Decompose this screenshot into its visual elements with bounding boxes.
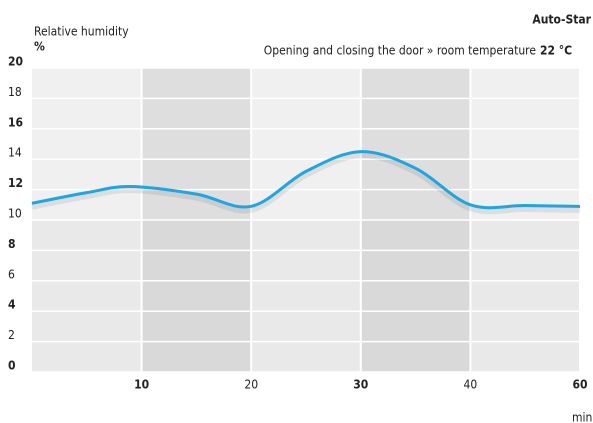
x-tick-label: 60 [572,378,587,392]
y-tick-label: 2 [8,328,15,342]
x-tick-label: 30 [353,378,368,392]
column-band-upper [470,68,580,220]
y-tick-label: 6 [8,267,15,281]
y-axis-label: Relative humidity [34,25,129,39]
y-tick-label: 10 [8,207,22,221]
x-tick-label: 10 [134,378,149,392]
y-tick-label: 4 [8,298,16,312]
column-band-upper [251,68,361,220]
y-tick-label: 18 [8,85,22,99]
y-tick-label: 12 [8,176,23,190]
chart-title: Auto-Star [532,13,591,27]
y-axis-unit: % [34,40,45,54]
x-axis-label: min [572,411,592,423]
chart-subtitle: Opening and closing the door » room temp… [264,44,537,58]
line [31,150,581,210]
y-tick-label: 8 [8,237,16,251]
y-tick-label: 0 [8,359,16,373]
column-band-upper [32,68,142,220]
y-tick-label: 16 [8,115,23,129]
subtitle-value: 22 °C [540,44,572,58]
y-tick-label: 14 [8,146,22,160]
line-shadow [31,151,581,215]
x-tick-label: 20 [244,378,258,392]
y-tick-label: 20 [8,55,23,69]
x-tick-label: 40 [464,378,478,392]
